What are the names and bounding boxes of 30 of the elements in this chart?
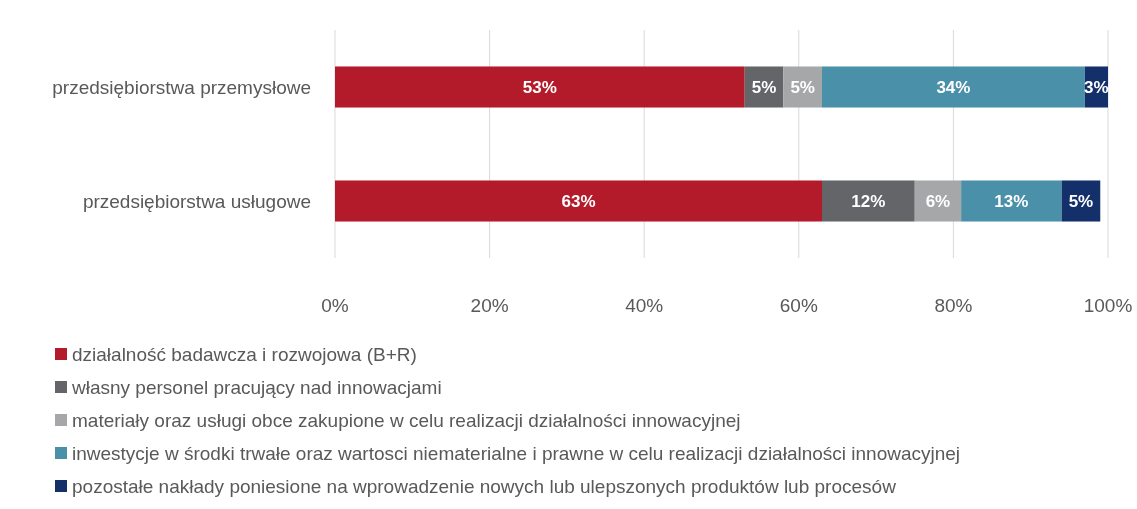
data-label: 6% (925, 191, 951, 211)
bar (961, 180, 1062, 222)
bar (914, 180, 962, 222)
x-tick-label: 80% (934, 295, 973, 316)
x-tick-label: 40% (625, 295, 664, 316)
x-tick-label: 0% (321, 295, 349, 316)
bar (783, 66, 822, 108)
data-label: 12% (851, 191, 886, 211)
x-tick-label: 100% (1083, 295, 1133, 316)
data-label: 34% (936, 77, 971, 97)
legend-label: materiały oraz usługi obce zakupione w celu realizacji działalności innowacyjnej (72, 409, 741, 431)
data-label: 3% (1084, 77, 1109, 97)
legend-label: działalność badawcza i rozwojowa (B+R) (72, 343, 417, 365)
data-label: 53% (522, 77, 557, 97)
data-label: 5% (790, 77, 815, 97)
legend-label: własny personel pracujący nad innowacjami (71, 376, 442, 398)
legend-label: inwestycje w środki trwałe oraz wartosci niematerialne i prawne w celu realizacji działalności innowacyjnej (72, 442, 961, 464)
data-label: 13% (994, 191, 1029, 211)
data-label: 5% (1068, 191, 1094, 211)
y-tick-label: przedsiębiorstwa usługowe (82, 190, 311, 212)
x-tick-label: 20% (470, 295, 509, 316)
bar (335, 66, 745, 108)
data-label: 5% (751, 77, 777, 97)
bar (821, 66, 1085, 108)
legend-label: pozostałe nakłady poniesione na wprowadzenie nowych lub ulepszonych produktów lub procesów (72, 475, 897, 497)
y-tick-label: przedsiębiorstwa przemysłowe (52, 76, 311, 98)
x-tick-label: 60% (779, 295, 818, 316)
bar (821, 180, 915, 222)
bar (335, 180, 822, 222)
data-label: 63% (561, 191, 596, 211)
